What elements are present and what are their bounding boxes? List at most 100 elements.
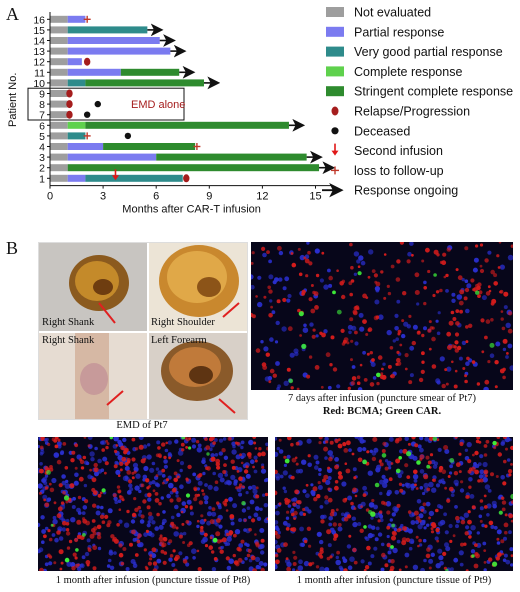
bar-stringent_complete_response <box>120 68 180 76</box>
caption-emd-pt7: EMD of Pt7 <box>116 420 168 431</box>
bar-partial_response <box>67 68 121 76</box>
bar-not_evaluated <box>50 153 68 161</box>
patient-id-label: 16 <box>33 14 45 26</box>
second-infusion-head <box>111 175 119 181</box>
patient-id-label: 2 <box>39 163 45 175</box>
deceased-marker <box>94 100 101 108</box>
bar-partial_response <box>67 47 171 55</box>
panel-b-letter: B <box>6 238 19 258</box>
patient-id-label: 12 <box>33 57 45 69</box>
patient-id-label: 15 <box>33 25 45 37</box>
legend-swatch-very_good_partial_response <box>326 46 344 57</box>
bar-not_evaluated <box>50 68 68 76</box>
bar-very_good_partial_response <box>67 26 148 34</box>
bar-partial_response <box>67 58 82 66</box>
micrograph-texture <box>275 437 513 571</box>
panel-a-letter: A <box>6 4 19 24</box>
x-tick-label: 9 <box>206 191 212 203</box>
legend-label-ongoing: Response ongoing <box>354 184 458 198</box>
bar-not_evaluated <box>50 90 68 97</box>
bar-very_good_partial_response <box>67 132 86 140</box>
legend-label-loss_to_followup: loss to follow-up <box>354 164 444 178</box>
lesion-right-shank-bottom <box>80 363 108 395</box>
legend-label-relapse: Relapse/Progression <box>354 105 470 119</box>
emd-photos-svg <box>39 243 247 419</box>
patient-id-label: 10 <box>33 78 45 90</box>
patient-id-label: 13 <box>33 46 45 58</box>
relapse-marker <box>66 89 73 98</box>
legend-label-second_infusion: Second infusion <box>354 144 443 158</box>
bar-very_good_partial_response <box>67 79 86 87</box>
legend-label-partial_response: Partial response <box>354 25 444 39</box>
legend-label-deceased: Deceased <box>354 124 410 138</box>
patient-id-label: 6 <box>39 120 45 132</box>
legend-swatch-second_infusion <box>331 150 339 156</box>
x-tick-label: 15 <box>309 191 321 203</box>
bar-not_evaluated <box>50 37 68 44</box>
legend-label-complete_response: Complete response <box>354 65 462 79</box>
caption-pt9: 1 month after infusion (puncture tissue … <box>296 575 492 586</box>
bar-not_evaluated <box>50 132 68 140</box>
legend-label-stringent_complete_response: Stringent complete response <box>354 85 513 99</box>
bar-stringent_complete_response <box>85 79 204 87</box>
bar-not_evaluated <box>50 164 68 172</box>
patient-id-label: 5 <box>39 131 45 143</box>
legend-label-not_evaluated: Not evaluated <box>354 6 431 20</box>
legend-swatch-not_evaluated <box>326 7 344 17</box>
patient-id-label: 1 <box>39 173 45 185</box>
patient-id-label: 11 <box>34 67 45 79</box>
micrograph-texture <box>251 242 513 390</box>
bar-stringent_complete_response <box>67 164 320 172</box>
emd-box <box>27 87 185 121</box>
micrograph-pt7 <box>251 242 513 390</box>
bar-not_evaluated <box>50 100 68 108</box>
micrograph-pt9 <box>275 437 513 571</box>
caption-pt7-line2: Red: BCMA; Green CAR. <box>322 406 442 417</box>
x-tick-label: 0 <box>47 191 53 203</box>
patient-id-label: 8 <box>39 99 45 111</box>
bar-partial_response <box>67 15 86 23</box>
label-right-shank-top: Right Shank <box>42 317 95 328</box>
patient-id-label: 9 <box>39 89 45 101</box>
caption-pt7-line1: 7 days after infusion (puncture smear of… <box>287 393 477 404</box>
x-tick-label: 12 <box>256 191 268 203</box>
bar-partial_response <box>67 153 157 161</box>
bar-partial_response <box>67 174 86 182</box>
bar-not_evaluated <box>50 15 68 23</box>
caption-pt8: 1 month after infusion (puncture tissue … <box>55 575 251 586</box>
bar-stringent_complete_response <box>85 121 289 129</box>
bar-not_evaluated <box>50 111 68 119</box>
bar-not_evaluated <box>50 26 68 34</box>
bar-stringent_complete_response <box>103 143 196 150</box>
legend-swatch-deceased <box>331 127 339 135</box>
emd-photo-montage: Right Shank Right Shoulder Right Shank L… <box>38 242 248 420</box>
relapse-marker <box>66 110 73 119</box>
relapse-marker <box>66 100 73 109</box>
bar-not_evaluated <box>50 79 68 87</box>
patient-id-label: 7 <box>39 110 45 122</box>
arrow-right-shank-top <box>98 302 116 324</box>
micrograph-texture <box>38 437 268 571</box>
legend-swatch-complete_response <box>326 66 344 77</box>
label-left-forearm: Left Forearm <box>151 335 207 346</box>
bar-partial_response <box>67 143 104 150</box>
label-right-shoulder: Right Shoulder <box>151 317 215 328</box>
legend-swatch-partial_response <box>326 26 344 37</box>
bar-stringent_complete_response <box>156 153 307 161</box>
relapse-marker <box>183 174 190 183</box>
micrograph-pt8 <box>38 437 268 571</box>
relapse-marker <box>83 57 91 66</box>
patient-id-label: 14 <box>33 36 45 48</box>
legend-swatch-stringent_complete_response <box>326 86 344 97</box>
deceased-marker <box>124 132 132 140</box>
bar-not_evaluated <box>50 47 68 55</box>
legend-label-very_good_partial_response: Very good partial response <box>354 45 503 59</box>
bar-very_good_partial_response <box>85 174 183 182</box>
deceased-marker <box>83 111 91 118</box>
bar-not_evaluated <box>50 58 68 66</box>
patient-id-label: 3 <box>39 152 45 164</box>
y-axis-label: Patient No. <box>7 73 19 127</box>
bar-complete_response <box>67 121 86 129</box>
